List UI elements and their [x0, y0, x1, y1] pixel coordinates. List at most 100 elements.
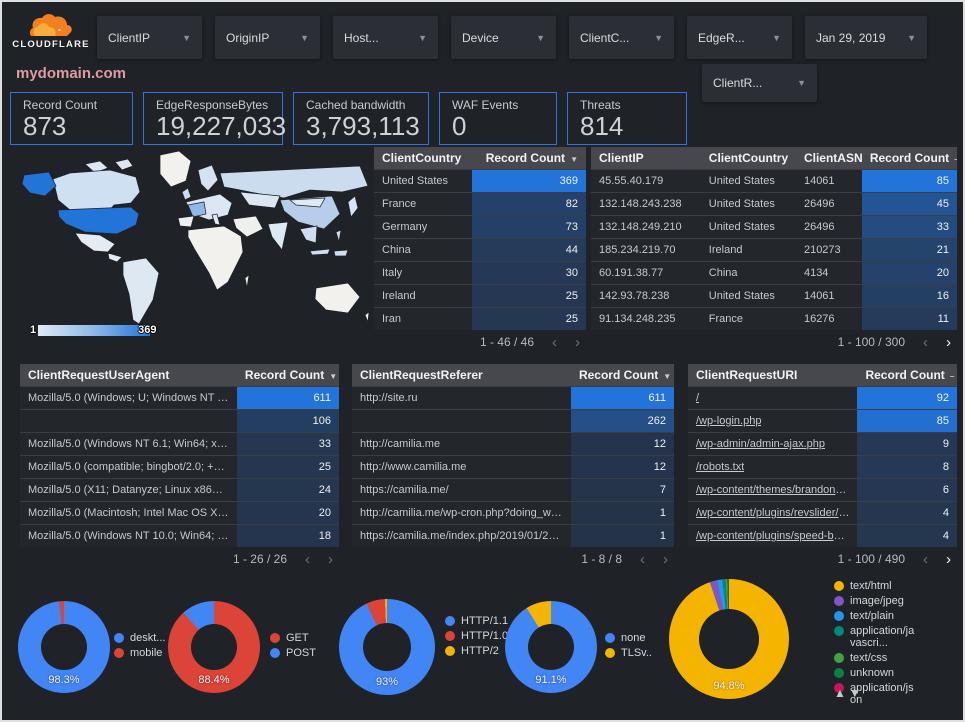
request-method-donut[interactable]: 88.4% — [168, 601, 260, 693]
sort-icon[interactable]: ▼ — [329, 372, 338, 381]
next-page-button[interactable]: › — [575, 333, 580, 351]
record-count-cell: 262 — [570, 410, 674, 432]
column-header[interactable]: ClientCountry — [708, 151, 789, 165]
filter-clientc[interactable]: ClientC... ▼ — [569, 16, 674, 59]
legend-item[interactable]: application/javascri... — [834, 625, 916, 649]
sort-icon[interactable]: – — [949, 372, 955, 381]
chevron-down-icon: ▼ — [300, 32, 309, 43]
donut-hole — [699, 609, 759, 669]
sort-icon[interactable]: ▼ — [663, 372, 672, 381]
legend-max-label: 369 — [138, 324, 157, 336]
next-page-button[interactable]: › — [328, 550, 333, 568]
next-page-button[interactable]: › — [663, 550, 668, 568]
filter-clientrequest[interactable]: ClientR... ▼ — [702, 64, 817, 102]
tls-version-donut[interactable]: 91.1% — [505, 601, 597, 693]
next-page-button[interactable]: › — [946, 550, 951, 568]
column-header[interactable]: ClientIP — [599, 151, 644, 165]
legend-gradient-bar — [38, 324, 151, 336]
data-cell: 16276 — [803, 313, 835, 325]
filter-edger[interactable]: EdgeR... ▼ — [687, 16, 792, 59]
next-page-button[interactable]: › — [946, 333, 951, 351]
table-row: Mozilla/5.0 (Macintosh; Intel Mac OS X 1… — [20, 501, 339, 524]
filter-host[interactable]: Host... ▼ — [333, 16, 438, 59]
data-cell[interactable]: /wp-content/themes/brandon/plu... — [696, 484, 850, 496]
legend-item[interactable]: HTTP/1.0 — [445, 630, 508, 642]
legend-dot-icon — [445, 616, 455, 626]
data-cell[interactable]: /wp-content/plugins/speed-booste... — [696, 530, 850, 542]
record-count-cell: 611 — [236, 387, 339, 409]
legend-item[interactable]: deskt... — [114, 632, 165, 644]
sort-icon[interactable]: ▼ — [570, 155, 578, 164]
table-row: Mozilla/5.0 (Windows NT 10.0; Win64; x64… — [20, 524, 339, 547]
legend-sort-arrows[interactable]: ▲▼ — [834, 686, 864, 700]
prev-page-button[interactable]: ‹ — [923, 550, 928, 568]
data-cell: 210273 — [803, 244, 841, 256]
column-header[interactable]: ClientCountry — [382, 151, 462, 165]
table-row: China 44 — [374, 238, 586, 261]
column-header[interactable]: ClientRequestReferer — [360, 368, 483, 382]
legend-item[interactable]: application/json — [834, 682, 916, 706]
data-cell[interactable]: /robots.txt — [696, 461, 745, 473]
filter-originip[interactable]: OriginIP ▼ — [215, 16, 320, 59]
prev-page-button[interactable]: ‹ — [305, 550, 310, 568]
legend-item[interactable]: unknown — [834, 667, 916, 679]
column-header[interactable]: Record Count ▼ — [244, 368, 338, 382]
table-row: 60.191.38.77 China 4134 20 — [591, 261, 957, 284]
prev-page-button[interactable]: ‹ — [923, 333, 928, 351]
record-count-cell: 45 — [861, 193, 957, 215]
http-protocol-donut[interactable]: 93% — [339, 599, 435, 695]
user-agent-table: ClientRequestUserAgent Record Count ▼ Mozil… — [20, 364, 339, 571]
legend-item[interactable]: none — [605, 632, 652, 644]
client-country-table: ClientCountry Record Count ▼ United States 3… — [374, 147, 586, 354]
column-header[interactable]: Record Count– — [862, 151, 957, 165]
column-header[interactable]: ClientRequestURI — [696, 368, 798, 382]
sort-icon[interactable]: – — [954, 155, 957, 164]
legend-item[interactable]: image/jpeg — [834, 595, 916, 607]
http-protocol-donut-legend: HTTP/1.1 HTTP/1.0 HTTP/2 — [445, 615, 508, 660]
legend-dot-icon — [114, 633, 124, 643]
legend-item[interactable]: GET — [270, 632, 316, 644]
scorecard-label: Record Count — [23, 98, 98, 112]
legend-dot-icon — [605, 633, 615, 643]
column-header[interactable]: Record Count ▼ — [485, 151, 578, 165]
column-header[interactable]: ClientASN — [803, 151, 862, 165]
legend-dot-icon — [834, 668, 844, 678]
column-header[interactable]: Record Count– — [865, 368, 955, 382]
legend-item[interactable]: POST — [270, 647, 316, 659]
chevron-down-icon: ▼ — [654, 32, 663, 43]
data-cell[interactable]: / — [696, 392, 700, 404]
data-cell[interactable]: /wp-content/plugins/revslider/rs-p... — [696, 507, 849, 519]
prev-page-button[interactable]: ‹ — [640, 550, 645, 568]
date-range-filter[interactable]: Jan 29, 2019 ▼ — [805, 16, 927, 59]
device-type-donut[interactable]: 98.3% — [18, 601, 110, 693]
prev-page-button[interactable]: ‹ — [552, 333, 557, 351]
legend-item[interactable]: text/css — [834, 652, 916, 664]
record-count-cell: 73 — [471, 216, 586, 238]
column-header[interactable]: Record Count ▼ — [578, 368, 672, 382]
record-count-cell: 106 — [236, 410, 339, 432]
column-header[interactable]: ClientRequestUserAgent — [28, 368, 170, 382]
data-cell: Mozilla/5.0 (compatible; bingbot/2.0; +h… — [28, 461, 229, 473]
record-count-cell: 82 — [471, 193, 586, 215]
donut-percent-label: 98.3% — [48, 674, 80, 686]
legend-item[interactable]: text/plain — [834, 610, 916, 622]
table-row: 132.148.249.210 United States 26496 33 — [591, 215, 957, 238]
filter-clientip[interactable]: ClientIP ▼ — [97, 16, 202, 59]
legend-item[interactable]: TLSv.. — [605, 647, 652, 659]
legend-item[interactable]: text/html — [834, 580, 916, 592]
filter-device[interactable]: Device ▼ — [451, 16, 556, 59]
world-map[interactable]: 1 369 — [10, 144, 372, 350]
donut-percent-label: 93% — [375, 676, 399, 688]
legend-item[interactable]: HTTP/1.1 — [445, 615, 508, 627]
data-cell: 26496 — [803, 198, 835, 210]
table-row: Mozilla/5.0 (X11; Datanyze; Linux x86_64… — [20, 478, 339, 501]
record-count-cell: 4 — [857, 525, 957, 547]
tls-version-donut-legend: none TLSv.. — [605, 632, 652, 662]
content-type-donut[interactable]: 94.8% — [669, 579, 789, 699]
legend-item[interactable]: mobile — [114, 647, 165, 659]
data-cell[interactable]: /wp-admin/admin-ajax.php — [696, 438, 826, 450]
cloudflare-cloud-icon — [29, 14, 72, 36]
scorecard-value: 19,227,033 — [156, 111, 287, 141]
data-cell[interactable]: /wp-login.php — [696, 415, 762, 427]
legend-item[interactable]: HTTP/2 — [445, 645, 508, 657]
